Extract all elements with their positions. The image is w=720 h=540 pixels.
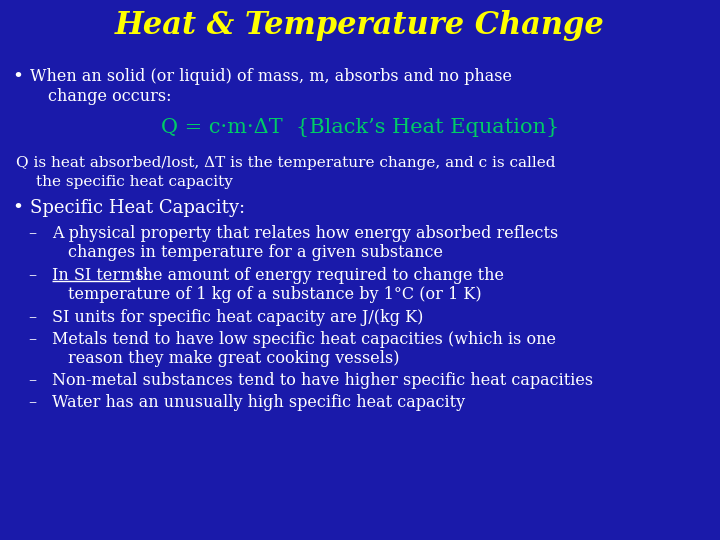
Text: the amount of energy required to change the: the amount of energy required to change … [131,267,504,284]
Text: the specific heat capacity: the specific heat capacity [36,175,233,189]
Text: –: – [28,225,36,242]
Text: A physical property that relates how energy absorbed reflects: A physical property that relates how ene… [52,225,558,242]
Text: SI units for specific heat capacity are J/(kg K): SI units for specific heat capacity are … [52,309,423,326]
Text: –: – [28,372,36,389]
Text: change occurs:: change occurs: [48,88,171,105]
Text: Non-metal substances tend to have higher specific heat capacities: Non-metal substances tend to have higher… [52,372,593,389]
Text: Heat & Temperature Change: Heat & Temperature Change [115,10,605,41]
Text: •: • [12,199,23,217]
Text: In SI terms:: In SI terms: [52,267,149,284]
Text: Q = c·m·ΔT  {Black’s Heat Equation}: Q = c·m·ΔT {Black’s Heat Equation} [161,118,559,137]
Text: reason they make great cooking vessels): reason they make great cooking vessels) [68,350,400,367]
Text: –: – [28,331,36,348]
Text: When an solid (or liquid) of mass, m, absorbs and no phase: When an solid (or liquid) of mass, m, ab… [30,68,512,85]
Text: •: • [12,68,23,86]
Text: temperature of 1 kg of a substance by 1°C (or 1 K): temperature of 1 kg of a substance by 1°… [68,286,482,303]
Text: –: – [28,309,36,326]
Text: Specific Heat Capacity:: Specific Heat Capacity: [30,199,245,217]
Text: –: – [28,267,36,284]
Text: –: – [28,394,36,411]
Text: Water has an unusually high specific heat capacity: Water has an unusually high specific hea… [52,394,465,411]
Text: changes in temperature for a given substance: changes in temperature for a given subst… [68,244,443,261]
Text: Metals tend to have low specific heat capacities (which is one: Metals tend to have low specific heat ca… [52,331,556,348]
Text: Q is heat absorbed/lost, ΔT is the temperature change, and c is called: Q is heat absorbed/lost, ΔT is the tempe… [16,156,556,170]
